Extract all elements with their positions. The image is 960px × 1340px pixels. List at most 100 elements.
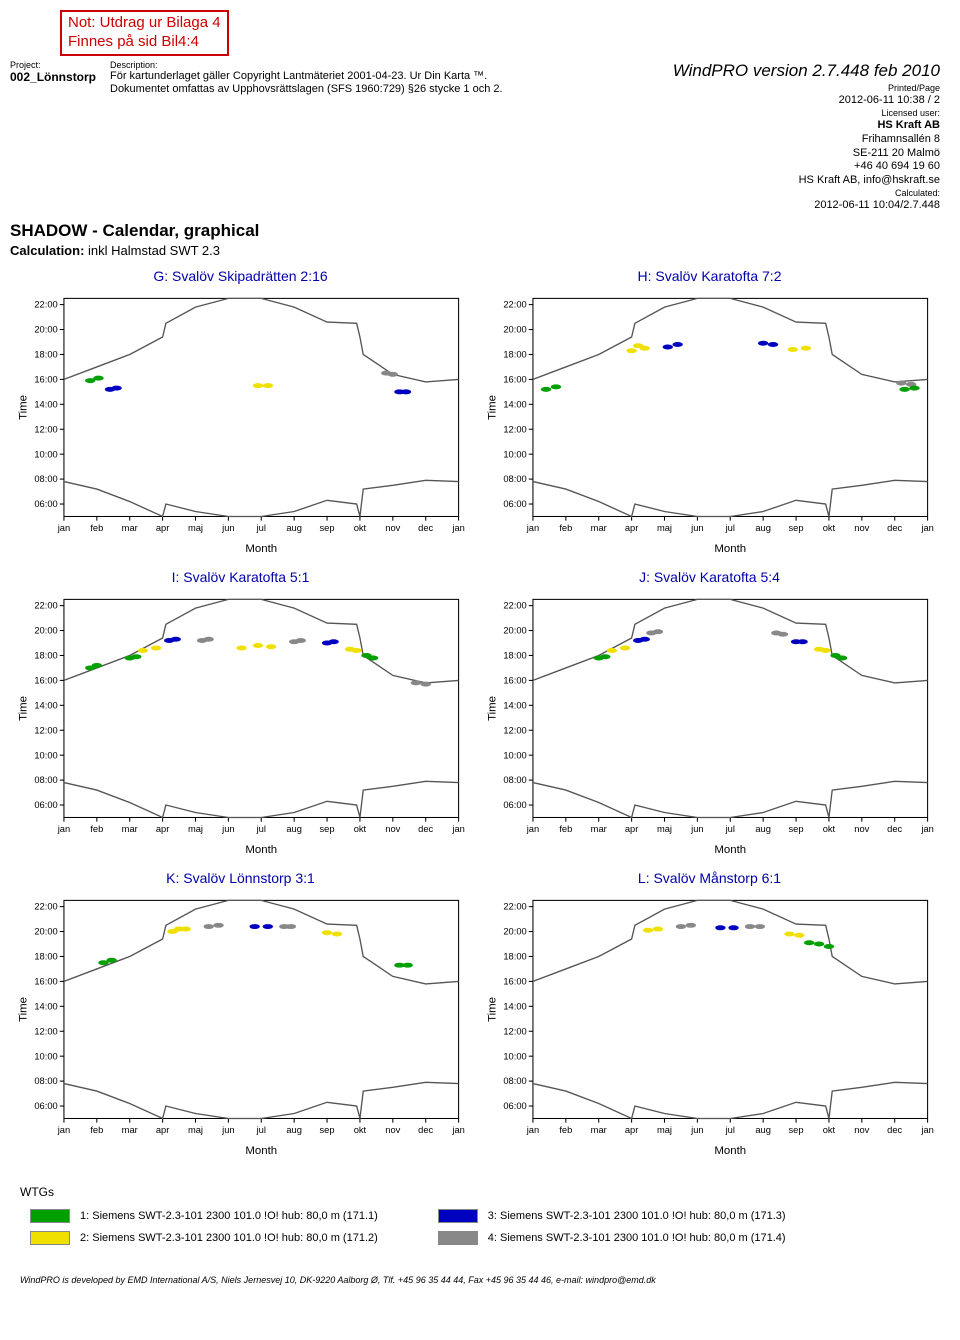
note-line2: Finnes på sid Bil4:4 [68, 33, 221, 52]
svg-text:maj: maj [657, 1125, 672, 1135]
wtg-list: 1: Siemens SWT-2.3-101 2300 101.0 !O! hu… [10, 1209, 940, 1245]
svg-text:Month: Month [245, 1145, 277, 1157]
svg-text:08:00: 08:00 [34, 775, 57, 785]
svg-text:20:00: 20:00 [34, 625, 57, 635]
svg-text:22:00: 22:00 [503, 902, 526, 912]
svg-text:okt: okt [823, 523, 836, 533]
chart-cell: L: Svalöv Månstorp 6:106:0008:0010:0012:… [479, 868, 940, 1165]
svg-text:Time: Time [18, 395, 30, 420]
svg-text:nov: nov [854, 523, 869, 533]
svg-text:20:00: 20:00 [503, 625, 526, 635]
svg-text:jul: jul [256, 1125, 266, 1135]
svg-text:Time: Time [487, 395, 499, 420]
calculation-subtitle: Calculation: inkl Halmstad SWT 2.3 [10, 243, 940, 258]
svg-text:jan: jan [920, 1125, 933, 1135]
svg-text:nov: nov [385, 1125, 400, 1135]
svg-text:22:00: 22:00 [34, 902, 57, 912]
svg-text:dec: dec [887, 523, 902, 533]
phone: +46 40 694 19 60 [673, 160, 940, 174]
svg-text:apr: apr [625, 523, 638, 533]
svg-text:jul: jul [725, 523, 735, 533]
svg-text:Time: Time [18, 696, 30, 721]
svg-text:16:00: 16:00 [503, 675, 526, 685]
addr2: SE-211 20 Malmö [673, 147, 940, 161]
svg-text:06:00: 06:00 [503, 800, 526, 810]
section-title: SHADOW - Calendar, graphical [10, 221, 940, 241]
svg-text:jan: jan [57, 824, 70, 834]
svg-text:apr: apr [625, 1125, 638, 1135]
svg-text:12:00: 12:00 [503, 424, 526, 434]
svg-text:dec: dec [887, 824, 902, 834]
addr1: Frihamnsallén 8 [673, 133, 940, 147]
wtg-item: 3: Siemens SWT-2.3-101 2300 101.0 !O! hu… [438, 1209, 786, 1223]
svg-text:jan: jan [57, 1125, 70, 1135]
svg-text:mar: mar [591, 523, 607, 533]
svg-text:14:00: 14:00 [34, 399, 57, 409]
version-text: WindPRO version 2.7.448 feb 2010 [673, 60, 940, 81]
printed-label: Printed/Page [673, 83, 940, 94]
chart-title: J: Svalöv Karatofta 5:4 [481, 569, 938, 585]
svg-text:dec: dec [418, 824, 433, 834]
description-line2: Dokumentet omfattas av Upphovsrättslagen… [110, 83, 673, 97]
calc-label: Calculated: [673, 188, 940, 199]
svg-text:06:00: 06:00 [503, 1101, 526, 1111]
wtg-swatch [30, 1231, 70, 1245]
svg-text:jan: jan [451, 1125, 464, 1135]
svg-text:18:00: 18:00 [503, 349, 526, 359]
wtg-text: 1: Siemens SWT-2.3-101 2300 101.0 !O! hu… [80, 1210, 378, 1222]
svg-text:22:00: 22:00 [34, 299, 57, 309]
svg-text:22:00: 22:00 [34, 601, 57, 611]
svg-text:16:00: 16:00 [34, 374, 57, 384]
svg-text:apr: apr [625, 824, 638, 834]
svg-text:aug: aug [755, 523, 771, 533]
svg-text:mar: mar [122, 523, 138, 533]
company: HS Kraft AB [673, 119, 940, 133]
chart-svg: 06:0008:0010:0012:0014:0016:0018:0020:00… [12, 589, 469, 859]
svg-text:Time: Time [487, 997, 499, 1022]
svg-text:jun: jun [221, 1125, 234, 1135]
svg-text:dec: dec [418, 523, 433, 533]
chart-svg: 06:0008:0010:0012:0014:0016:0018:0020:00… [481, 589, 938, 859]
wtg-item: 4: Siemens SWT-2.3-101 2300 101.0 !O! hu… [438, 1231, 786, 1245]
svg-text:08:00: 08:00 [34, 474, 57, 484]
svg-text:jun: jun [690, 523, 703, 533]
svg-text:jul: jul [725, 1125, 735, 1135]
svg-text:sep: sep [789, 523, 804, 533]
svg-text:Month: Month [245, 543, 277, 555]
svg-text:14:00: 14:00 [34, 1001, 57, 1011]
wtg-row: 2: Siemens SWT-2.3-101 2300 101.0 !O! hu… [30, 1231, 940, 1245]
svg-text:10:00: 10:00 [503, 750, 526, 760]
svg-text:nov: nov [385, 523, 400, 533]
svg-text:16:00: 16:00 [503, 374, 526, 384]
svg-text:mar: mar [591, 824, 607, 834]
chart-cell: H: Svalöv Karatofta 7:206:0008:0010:0012… [479, 266, 940, 563]
svg-text:okt: okt [354, 523, 367, 533]
svg-text:08:00: 08:00 [503, 1076, 526, 1086]
svg-text:06:00: 06:00 [34, 800, 57, 810]
svg-text:12:00: 12:00 [503, 1026, 526, 1036]
printed-value: 2012-06-11 10:38 / 2 [673, 94, 940, 108]
svg-text:14:00: 14:00 [503, 399, 526, 409]
svg-text:jun: jun [690, 1125, 703, 1135]
wtg-text: 4: Siemens SWT-2.3-101 2300 101.0 !O! hu… [488, 1232, 786, 1244]
wtg-row: 1: Siemens SWT-2.3-101 2300 101.0 !O! hu… [30, 1209, 940, 1223]
svg-text:Month: Month [714, 1145, 746, 1157]
note-box: Not: Utdrag ur Bilaga 4 Finnes på sid Bi… [60, 10, 229, 56]
svg-text:22:00: 22:00 [503, 299, 526, 309]
svg-text:20:00: 20:00 [34, 926, 57, 936]
svg-text:sep: sep [789, 1125, 804, 1135]
svg-text:aug: aug [286, 824, 302, 834]
subtitle-value: inkl Halmstad SWT 2.3 [88, 243, 220, 258]
chart-title: K: Svalöv Lönnstorp 3:1 [12, 870, 469, 886]
svg-text:maj: maj [188, 824, 203, 834]
svg-text:okt: okt [354, 1125, 367, 1135]
svg-text:12:00: 12:00 [503, 725, 526, 735]
svg-text:12:00: 12:00 [34, 1026, 57, 1036]
svg-text:18:00: 18:00 [503, 951, 526, 961]
svg-text:20:00: 20:00 [34, 324, 57, 334]
project-value: 002_Lönnstorp [10, 70, 110, 84]
chart-title: L: Svalöv Månstorp 6:1 [481, 870, 938, 886]
svg-text:jan: jan [57, 523, 70, 533]
svg-text:06:00: 06:00 [503, 499, 526, 509]
svg-text:jan: jan [451, 824, 464, 834]
